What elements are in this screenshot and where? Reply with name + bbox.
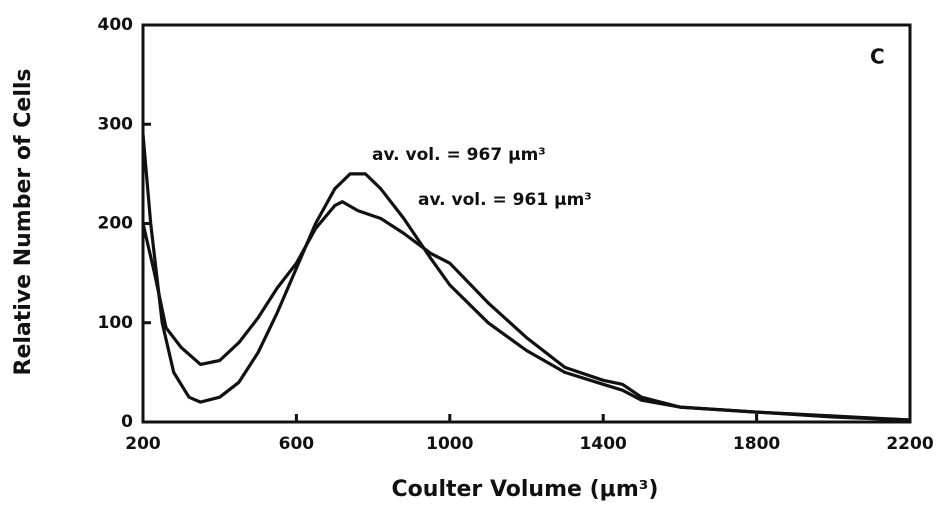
x-tick-label: 600 bbox=[279, 434, 315, 454]
y-tick-label: 400 bbox=[98, 15, 134, 35]
data-line bbox=[141, 134, 911, 422]
y-axis-label: Relative Number of Cells bbox=[11, 69, 36, 376]
plot-frame bbox=[141, 23, 912, 424]
panel-label: C bbox=[870, 45, 885, 69]
y-tick-label: 200 bbox=[98, 214, 134, 234]
x-tick-label: 1000 bbox=[426, 434, 473, 454]
y-tick-label: 100 bbox=[98, 313, 134, 333]
y-tick-label: 0 bbox=[121, 412, 133, 432]
x-tick-label: 2200 bbox=[886, 434, 933, 454]
y-tick-label: 300 bbox=[98, 114, 134, 134]
data-line bbox=[141, 200, 911, 422]
x-tick-label: 1800 bbox=[733, 434, 780, 454]
annotation: av. vol. = 967 μm³ bbox=[372, 145, 546, 165]
annotation: av. vol. = 961 μm³ bbox=[418, 190, 592, 210]
x-tick-label: 1400 bbox=[580, 434, 627, 454]
x-axis-label: Coulter Volume (μm³) bbox=[392, 477, 659, 502]
x-tick-label: 200 bbox=[125, 434, 161, 454]
